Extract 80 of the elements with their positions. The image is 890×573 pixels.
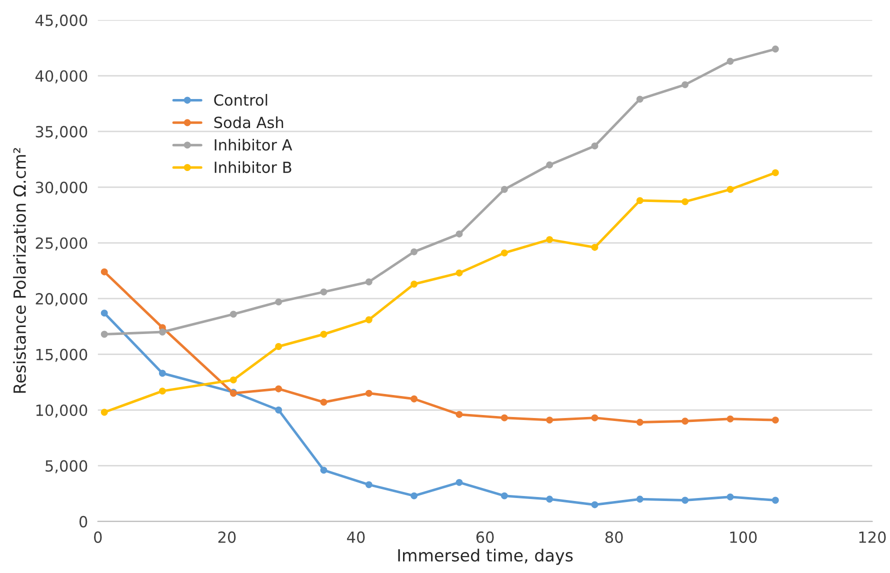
point [500, 414, 508, 422]
point [546, 496, 554, 503]
point [158, 328, 166, 336]
point [158, 388, 166, 395]
point [410, 280, 418, 288]
legend-label: Control [214, 94, 268, 106]
legend-label: Soda Ash [214, 116, 284, 128]
point [275, 385, 282, 392]
point [456, 230, 463, 238]
point [682, 81, 689, 88]
point [410, 492, 418, 500]
point [772, 496, 779, 504]
point [230, 310, 237, 318]
point [365, 481, 372, 488]
point [158, 370, 166, 377]
legend-label: Inhibitor A [214, 138, 292, 151]
point [772, 416, 779, 424]
y-tick-label: 30,000 [36, 182, 88, 195]
point [772, 169, 779, 176]
point [546, 161, 554, 168]
point [320, 466, 328, 474]
point [546, 416, 554, 424]
point [500, 249, 508, 256]
legend-label: Inhibitor B [214, 161, 292, 174]
point [365, 278, 372, 286]
point [591, 501, 598, 508]
point [682, 198, 689, 206]
x-tick-label: 120 [859, 531, 886, 543]
y-tick-label: 0 [79, 516, 88, 528]
x-tick-label: 60 [476, 531, 494, 543]
x-tick-label: 0 [94, 531, 102, 543]
x-tick-label: 80 [605, 531, 623, 543]
point [726, 186, 734, 193]
point [726, 415, 734, 422]
point [636, 197, 644, 204]
y-tick-label: 10,000 [36, 404, 88, 418]
x-tick-label: 100 [730, 531, 757, 543]
point [320, 288, 328, 296]
point [320, 398, 328, 406]
x-tick-label: 40 [347, 531, 365, 543]
point [636, 418, 644, 426]
y-tick-label: 45,000 [35, 14, 88, 28]
x-axis-title: Immersed time, days [398, 548, 573, 565]
y-tick-label: 5,000 [46, 460, 88, 474]
point [726, 58, 734, 65]
point [726, 493, 734, 500]
point [456, 270, 463, 276]
point [100, 310, 108, 317]
point [275, 406, 282, 414]
point [591, 142, 598, 150]
point [410, 248, 418, 256]
point [100, 408, 108, 416]
point [591, 414, 598, 422]
point [100, 330, 108, 338]
y-axis-title: Resistance Polarization Ω.cm² [13, 148, 26, 393]
y-tick-label: 25,000 [36, 237, 88, 250]
point [636, 496, 644, 503]
y-tick-label: 40,000 [35, 70, 88, 84]
point [230, 376, 237, 384]
point [500, 186, 508, 193]
y-tick-label: 20,000 [36, 293, 88, 306]
point [546, 236, 554, 244]
x-tick-label: 20 [218, 531, 236, 543]
point [772, 46, 779, 52]
point [365, 316, 372, 324]
point [320, 330, 328, 338]
y-tick-label: 35,000 [36, 126, 88, 140]
point [682, 418, 689, 425]
point [456, 478, 463, 486]
y-tick-label: 15,000 [36, 348, 88, 362]
point [275, 343, 282, 350]
point [275, 298, 282, 306]
point [100, 268, 108, 276]
point [456, 410, 463, 418]
point [500, 492, 508, 500]
point [591, 244, 598, 251]
point [365, 390, 372, 397]
point [410, 395, 418, 402]
point [682, 496, 689, 504]
point [636, 96, 644, 103]
